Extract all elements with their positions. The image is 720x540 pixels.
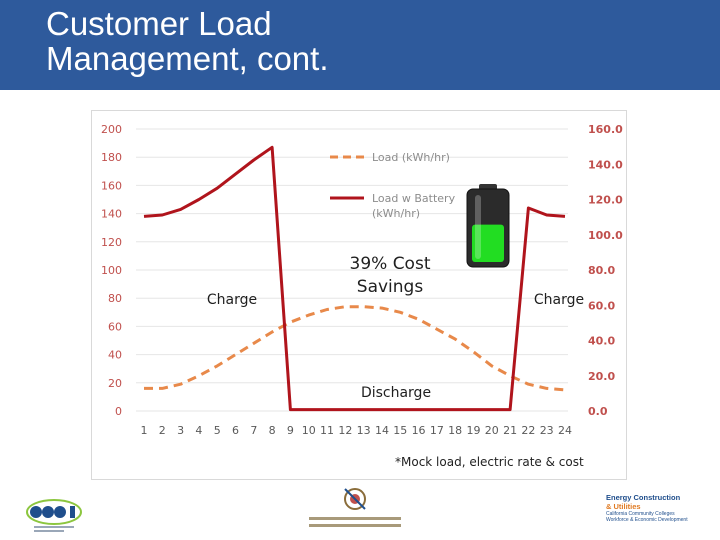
- ceti-logo: [24, 494, 84, 539]
- right-axis-tick-label: 120.0: [588, 194, 623, 207]
- chart-annotation: Charge: [534, 292, 584, 308]
- right-axis-tick-label: 100.0: [588, 229, 623, 242]
- x-axis-tick-label: 14: [375, 424, 389, 437]
- legend-label-load: Load (kWh/hr): [372, 151, 450, 164]
- x-axis-tick-label: 23: [540, 424, 554, 437]
- load-battery-series-line: [143, 145, 566, 412]
- x-axis-tick-label: 10: [302, 424, 316, 437]
- chart-panel: 0 20 40 60 80 100 120 140 160 180 200 0.0 20.0 40.0 60…: [91, 110, 627, 480]
- x-axis-tick-label: 1: [141, 424, 148, 437]
- x-axis-tick-label: 12: [338, 424, 352, 437]
- x-axis-tick-label: 15: [393, 424, 407, 437]
- left-axis-tick-label: 160: [101, 179, 122, 192]
- x-axis-tick-label: 7: [250, 424, 257, 437]
- x-axis-tick-label: 19: [466, 424, 480, 437]
- left-axis-tick-label: 40: [108, 349, 122, 362]
- x-axis-tick-label: 2: [159, 424, 166, 437]
- left-axis-tick-label: 200: [101, 123, 122, 136]
- right-axis-tick-label: 160.0: [588, 123, 623, 136]
- right-axis-tick-label: 0.0: [588, 405, 608, 418]
- right-axis-tick-label: 140.0: [588, 158, 623, 171]
- x-axis-tick-label: 24: [558, 424, 572, 437]
- x-axis-tick-label: 4: [195, 424, 202, 437]
- x-axis-tick-label: 11: [320, 424, 334, 437]
- left-axis-tick-label: 120: [101, 236, 122, 249]
- energy-construction-logo: Energy Construction & Utilities Californ…: [606, 493, 688, 524]
- x-axis-tick-label: 20: [485, 424, 499, 437]
- chart-annotation: Discharge: [361, 385, 431, 401]
- left-axis-tick-label: 80: [108, 292, 122, 305]
- x-axis-tick-label: 6: [232, 424, 239, 437]
- right-axis-tick-label: 20.0: [588, 370, 615, 383]
- right-axis-tick-label: 40.0: [588, 335, 615, 348]
- legend-label-load-battery: Load w Battery (kWh/hr): [372, 192, 456, 220]
- x-axis-tick-label: 9: [287, 424, 294, 437]
- x-axis-tick-label: 16: [412, 424, 426, 437]
- center-seal-logo: [305, 487, 405, 540]
- left-axis-tick-label: 180: [101, 151, 122, 164]
- footnote: *Mock load, electric rate & cost: [395, 455, 584, 469]
- load-series-line: [144, 305, 566, 392]
- load-chart: 0204060801001201401601802000.020.040.060…: [101, 123, 623, 437]
- battery-shine: [475, 195, 481, 259]
- chart-annotation: Charge: [207, 292, 257, 308]
- battery-fill-level: [472, 224, 504, 262]
- slide-title: Customer Load Management, cont.: [46, 5, 329, 77]
- left-axis-tick-label: 60: [108, 320, 122, 333]
- left-axis-tick-label: 20: [108, 377, 122, 390]
- left-axis-tick-label: 0: [115, 405, 122, 418]
- x-axis-tick-label: 17: [430, 424, 444, 437]
- chart-annotation: 39% Cost Savings: [350, 254, 431, 297]
- x-axis-tick-label: 5: [214, 424, 221, 437]
- right-axis-tick-label: 60.0: [588, 299, 615, 312]
- left-axis-tick-label: 100: [101, 264, 122, 277]
- x-axis-tick-label: 21: [503, 424, 517, 437]
- slide-header: Customer Load Management, cont.: [0, 0, 720, 90]
- left-axis-tick-label: 140: [101, 208, 122, 221]
- right-axis-tick-label: 80.0: [588, 264, 615, 277]
- x-axis-tick-label: 22: [521, 424, 535, 437]
- x-axis-tick-label: 3: [177, 424, 184, 437]
- x-axis-tick-label: 8: [269, 424, 276, 437]
- x-axis-tick-label: 18: [448, 424, 462, 437]
- x-axis-tick-label: 13: [357, 424, 371, 437]
